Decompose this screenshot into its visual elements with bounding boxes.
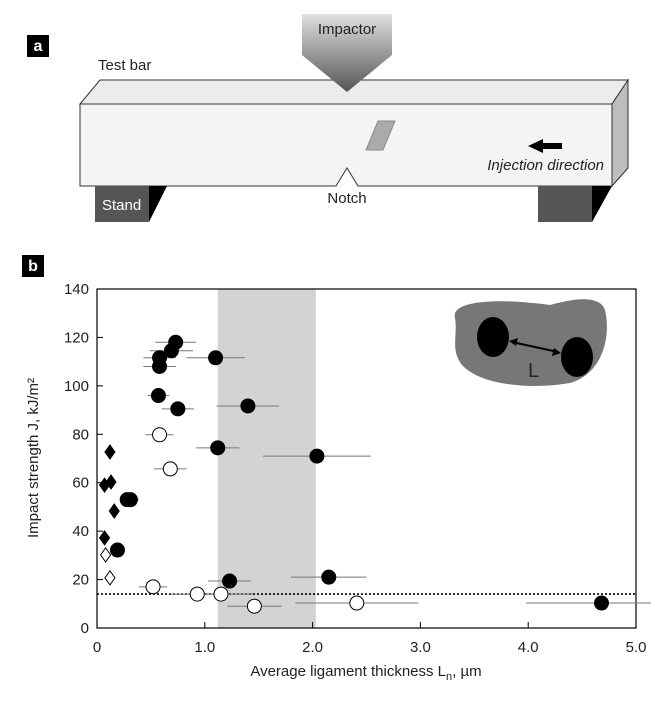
injection-label: Injection direction — [487, 157, 604, 174]
panel-label: b — [28, 258, 38, 275]
y-tick-label: 100 — [64, 378, 89, 395]
impactor — [302, 14, 392, 92]
x-axis-label: Average ligament thickness Ln, µm — [250, 663, 481, 683]
point — [240, 398, 256, 414]
inset-arrowhead — [509, 338, 518, 346]
point — [246, 598, 262, 614]
point — [163, 343, 179, 359]
point — [100, 547, 112, 563]
test-bar-label: Test bar — [98, 57, 151, 74]
inset-particle — [477, 317, 509, 357]
point — [104, 444, 116, 460]
point — [213, 586, 229, 602]
inset-arrowhead — [552, 348, 561, 356]
sample-plane — [365, 120, 396, 151]
y-axis-label: Impact strength J, kJ/m² — [25, 378, 42, 538]
y-tick-label: 0 — [81, 620, 89, 637]
point — [150, 388, 166, 404]
panel-label: a — [34, 38, 43, 55]
x-axis-label-sub: n — [446, 671, 452, 683]
stand — [95, 186, 149, 222]
plot-frame — [96, 288, 637, 629]
point — [105, 474, 117, 490]
panel-box — [27, 35, 49, 57]
point — [594, 595, 610, 611]
point — [210, 440, 226, 456]
point — [98, 530, 111, 546]
notch-label: Notch — [327, 190, 366, 207]
point — [152, 358, 168, 374]
y-tick-label: 120 — [64, 329, 89, 346]
inset-label: L — [528, 360, 539, 382]
x-tick-label: 5.0 — [626, 639, 647, 656]
point — [162, 461, 178, 477]
point — [152, 427, 168, 443]
point — [349, 595, 365, 611]
arrow — [528, 139, 562, 153]
point — [189, 586, 205, 602]
stand-label: Stand — [102, 197, 141, 214]
point — [145, 579, 161, 595]
point — [208, 350, 224, 366]
x-tick-label: 0 — [93, 639, 101, 656]
y-tick-label: 80 — [72, 426, 89, 443]
y-tick-label: 60 — [72, 475, 89, 492]
inset-arrow — [511, 341, 559, 353]
point — [222, 573, 238, 589]
impactor-label: Impactor — [318, 21, 376, 38]
point — [170, 401, 186, 417]
stand — [538, 186, 592, 222]
point — [104, 570, 116, 586]
point — [109, 542, 125, 558]
point — [119, 492, 135, 508]
point — [309, 448, 325, 464]
x-axis-label-part: Average ligament thickness L — [250, 663, 446, 680]
point — [321, 569, 337, 585]
shaded-region — [217, 289, 316, 628]
panel-box — [22, 255, 44, 277]
x-axis-label-part: , µm — [452, 663, 481, 680]
y-tick-label: 20 — [72, 572, 89, 589]
y-tick-label: 40 — [72, 523, 89, 540]
point — [108, 503, 120, 519]
inset-particle — [561, 337, 593, 377]
x-tick-label: 4.0 — [518, 639, 539, 656]
stand-side — [149, 186, 167, 222]
plot: 0 20 40 60 80 100 120 140 0 1.0 2.0 3.0 4.0 5.0 — [64, 281, 651, 656]
x-tick-label: 1.0 — [194, 639, 215, 656]
stand-side — [592, 186, 612, 222]
y-tick-label: 140 — [64, 281, 89, 298]
x-tick-label: 2.0 — [302, 639, 323, 656]
x-tick-label: 3.0 — [410, 639, 431, 656]
